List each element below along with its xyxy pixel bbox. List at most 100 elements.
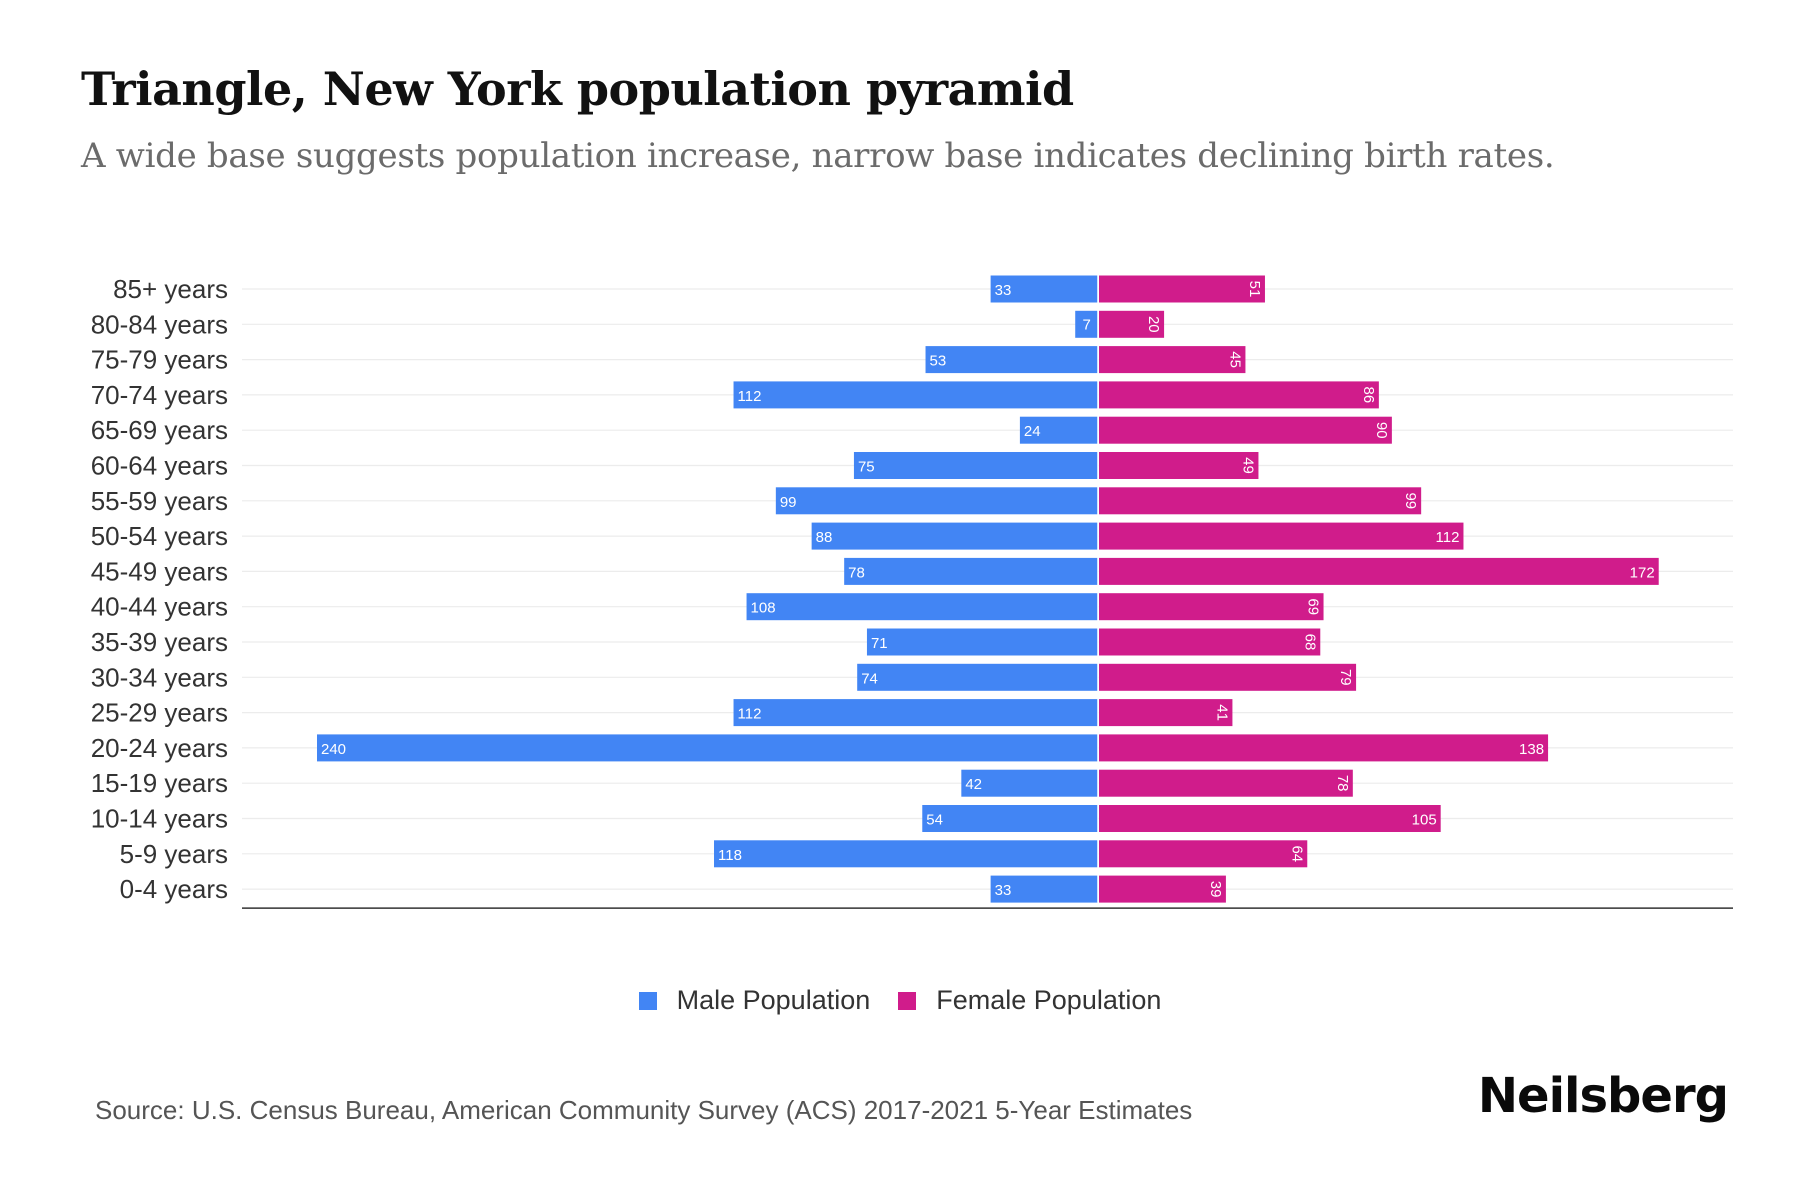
bar-male [853, 452, 1098, 479]
legend-swatch-female [898, 991, 917, 1010]
category-label: 25-29 years [91, 698, 228, 728]
value-label-female: 138 [1519, 741, 1544, 758]
chart-subtitle: A wide base suggests population increase… [81, 136, 1555, 176]
value-label-female: 79 [1337, 669, 1354, 686]
value-label-female: 172 [1630, 564, 1655, 581]
chart-title: Triangle, New York population pyramid [81, 62, 1074, 116]
legend-item-male[interactable]: Male Population [638, 985, 871, 1016]
bar-female [1099, 805, 1441, 832]
population-pyramid-chart: 85+ years 80-84 years 75-79 years 70-74 yea… [91, 274, 1733, 909]
grid-lines [242, 288, 1733, 890]
bar-female [1099, 557, 1659, 585]
bar-male [990, 275, 1098, 303]
value-label-female: 105 [1412, 812, 1437, 829]
bar-male [317, 734, 1098, 762]
value-label-female: 90 [1373, 422, 1390, 439]
value-label-male: 54 [926, 812, 943, 829]
value-label-female: 45 [1226, 351, 1243, 368]
value-label-female: 86 [1360, 387, 1377, 404]
value-labels: 33 51 7 20 53 45 112 86 24 90 75 49 99 99 88 112 78 172 10… [321, 281, 1655, 899]
value-label-female: 78 [1334, 775, 1351, 792]
bar-female [1099, 663, 1357, 691]
value-label-male: 53 [930, 353, 947, 370]
value-label-female: 64 [1288, 845, 1305, 862]
value-label-male: 108 [751, 600, 776, 617]
bar-male [1019, 416, 1098, 444]
category-label: 40-44 years [91, 592, 228, 622]
bar-female [1099, 275, 1265, 303]
bar-female [1099, 699, 1233, 727]
category-label: 85+ years [113, 274, 228, 304]
bar-male [866, 628, 1098, 656]
value-label-male: 112 [738, 706, 762, 723]
bar-male [811, 522, 1098, 550]
value-label-male: 33 [995, 882, 1012, 899]
value-label-male: 240 [321, 741, 346, 758]
bar-male [775, 487, 1098, 515]
category-label: 35-39 years [91, 627, 228, 657]
category-label: 45-49 years [91, 556, 228, 586]
category-label: 20-24 years [91, 733, 228, 763]
legend: Male Population Female Population [0, 985, 1800, 1016]
value-label-male: 74 [861, 670, 878, 687]
category-label: 80-84 years [91, 309, 228, 339]
value-label-male: 112 [738, 388, 762, 405]
value-label-male: 7 [1082, 316, 1090, 333]
category-label: 55-59 years [91, 486, 228, 516]
category-label: 5-9 years [120, 839, 228, 869]
bar-male [733, 699, 1098, 727]
bar-male [990, 875, 1098, 903]
bar-male [1075, 310, 1098, 338]
category-label: 30-34 years [91, 662, 228, 692]
category-label: 10-14 years [91, 804, 228, 834]
value-label-male: 118 [718, 847, 742, 864]
bar-male [746, 593, 1098, 621]
value-label-female: 49 [1239, 457, 1256, 474]
legend-item-female[interactable]: Female Population [898, 985, 1161, 1016]
source-note: Source: U.S. Census Bureau, American Com… [95, 1095, 1193, 1125]
value-label-male: 75 [858, 459, 875, 476]
value-label-female: 51 [1246, 281, 1263, 298]
category-label: 0-4 years [120, 874, 228, 904]
bar-male [961, 769, 1098, 797]
value-label-female: 112 [1436, 529, 1460, 546]
category-label: 75-79 years [91, 345, 228, 375]
bar-female [1099, 346, 1246, 374]
bar-female [1099, 840, 1308, 868]
bar-female [1099, 310, 1165, 338]
value-label-female: 20 [1145, 316, 1162, 333]
bar-female [1099, 487, 1422, 515]
neilsberg-logo: Neilsberg [1477, 1068, 1729, 1124]
legend-label-female: Female Population [936, 985, 1162, 1015]
category-label: 15-19 years [91, 768, 228, 798]
bar-female [1099, 769, 1353, 797]
value-label-male: 88 [816, 529, 833, 546]
bar-female [1099, 628, 1321, 656]
category-label: 60-64 years [91, 451, 228, 481]
bar-male [925, 346, 1098, 374]
bar-female [1099, 522, 1464, 550]
bar-female [1099, 452, 1259, 479]
bar-male [733, 381, 1098, 409]
value-label-female: 68 [1301, 634, 1318, 651]
legend-label-male: Male Population [676, 985, 871, 1015]
bar-male [714, 840, 1098, 868]
category-label: 50-54 years [91, 521, 228, 551]
bar-male [857, 663, 1098, 691]
bar-male [922, 805, 1098, 832]
value-label-female: 99 [1402, 492, 1419, 509]
legend-swatch-male [638, 991, 657, 1010]
value-label-female: 41 [1213, 704, 1230, 721]
bar-female [1099, 875, 1226, 903]
bars [317, 275, 1659, 903]
bar-female [1099, 416, 1392, 444]
category-label: 70-74 years [91, 380, 228, 410]
value-label-female: 69 [1305, 598, 1322, 615]
value-label-male: 42 [965, 776, 982, 793]
bar-female [1099, 381, 1379, 409]
bar-female [1099, 593, 1324, 621]
value-label-male: 33 [995, 282, 1012, 299]
value-label-female: 39 [1207, 881, 1224, 898]
bar-female [1099, 734, 1549, 762]
bar-male [844, 557, 1098, 585]
